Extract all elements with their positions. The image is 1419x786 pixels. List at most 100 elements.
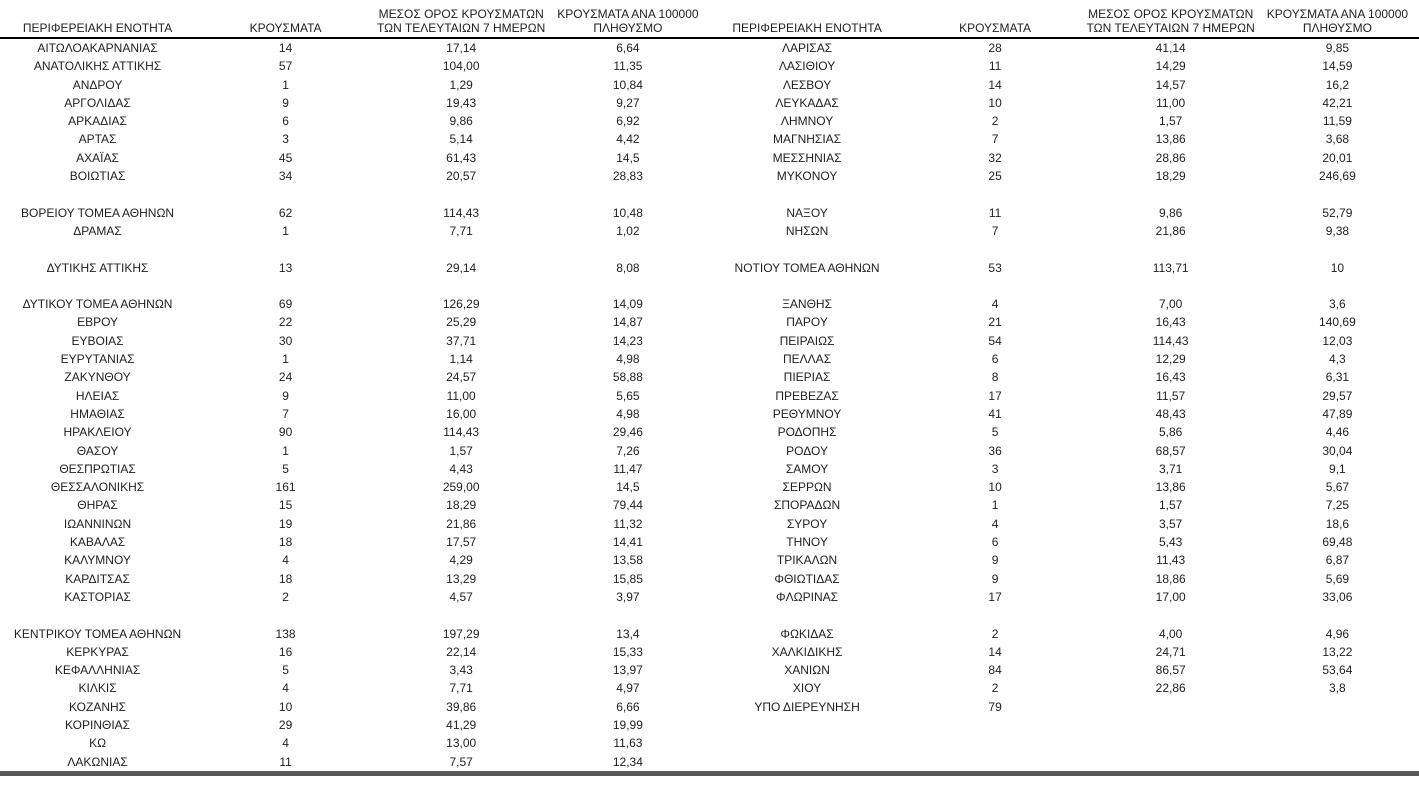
cases-cell: 41 (988, 406, 1002, 421)
region-cell (0, 277, 195, 295)
avg7-cell: 7,71 (449, 681, 473, 696)
cases-cell: 14 (988, 77, 1002, 92)
cases-cell: 9 (991, 553, 999, 568)
region-cell: ΘΗΡΑΣ (77, 498, 118, 513)
cases-cell (905, 734, 1086, 752)
avg7-cell: 3,57 (1158, 516, 1183, 531)
per100k-cell (1256, 606, 1419, 624)
per100k-cell: 10 (1330, 260, 1345, 275)
cases-cell (905, 240, 1086, 258)
avg7-cell: 18,86 (1155, 571, 1186, 586)
cases-cell: 18 (278, 571, 293, 586)
avg7-cell (1086, 185, 1256, 203)
table-row: ΜΥΚΟΝΟΥ 25 18,29 246,69 (710, 167, 1419, 185)
table-body: ΛΑΡΙΣΑΣ 28 41,14 9,85 ΛΑΣΙΘΙΟΥ 11 14,29 14,59 ΛΕ… (710, 38, 1419, 771)
region-cell: ΑΧΑΪΑΣ (76, 150, 119, 165)
region-cell: ΑΝΑΤΟΛΙΚΗΣ ΑΤΤΙΚΗΣ (33, 59, 162, 74)
avg7-cell: 25,29 (446, 315, 477, 330)
per100k-cell: 4,3 (1329, 352, 1346, 367)
per100k-cell: 33,06 (1322, 589, 1353, 604)
per100k-cell: 3,6 (1329, 297, 1346, 312)
per100k-cell: 47,89 (1322, 406, 1353, 421)
region-cell: ΔΥΤΙΚΗΣ ΑΤΤΙΚΗΣ (46, 260, 149, 275)
per100k-cell (1256, 185, 1419, 203)
region-cell: ΛΕΥΚΑΔΑΣ (775, 95, 839, 110)
cases-cell: 1 (282, 352, 289, 367)
table-row: ΑΡΓΟΛΙΔΑΣ 9 19,43 9,27 (0, 94, 710, 112)
cases-cell: 25 (988, 169, 1002, 184)
region-cell (0, 606, 195, 624)
avg7-cell: 5,43 (1158, 535, 1183, 550)
avg7-cell: 4,29 (449, 553, 473, 568)
per100k-cell: 13,4 (616, 626, 640, 641)
avg7-cell: 28,86 (1155, 150, 1186, 165)
avg7-cell: 41,29 (446, 717, 477, 732)
per100k-cell: 9,1 (1329, 461, 1346, 476)
avg7-cell: 114,43 (1152, 333, 1189, 348)
table-row: ΛΑΣΙΘΙΟΥ 11 14,29 14,59 (710, 57, 1419, 75)
cases-cell: 2 (991, 114, 999, 129)
spacer-row (0, 240, 710, 258)
table-row: ΚΑΡΔΙΤΣΑΣ 18 13,29 15,85 (0, 570, 710, 588)
table-row: ΑΙΤΩΛΟΑΚΑΡΝΑΝΙΑΣ 14 17,14 6,64 (0, 38, 710, 57)
region-cell (710, 240, 905, 258)
per100k-cell: 3,8 (1329, 681, 1346, 696)
cases-cell: 4 (282, 736, 289, 751)
avg7-cell: 61,43 (446, 150, 477, 165)
avg7-cell (1086, 240, 1256, 258)
per100k-cell: 4,96 (1325, 626, 1350, 641)
region-cell: ΙΩΑΝΝΙΝΩΝ (63, 516, 132, 531)
avg7-cell: 7,71 (449, 223, 473, 238)
table-row: ΡΕΘΥΜΝΟΥ 41 48,43 47,89 (710, 405, 1419, 423)
per100k-cell: 42,21 (1322, 95, 1353, 110)
table-row: ΦΩΚΙΔΑΣ 2 4,00 4,96 (710, 625, 1419, 643)
cases-cell: 9 (282, 388, 289, 403)
cases-table-left: ΠΕΡΙΦΕΡΕΙΑΚΗ ΕΝΟΤΗΤΑ ΚΡΟΥΣΜΑΤΑ ΜΕΣΟΣ ΟΡΟΣ … (0, 7, 710, 771)
cases-cell: 8 (991, 370, 999, 385)
table-row: ΡΟΔΟΠΗΣ 5 5,86 4,46 (710, 423, 1419, 441)
avg7-cell: 5,14 (449, 132, 473, 147)
header-row: ΠΕΡΙΦΕΡΕΙΑΚΗ ΕΝΟΤΗΤΑ ΚΡΟΥΣΜΑΤΑ ΜΕΣΟΣ ΟΡΟΣ … (709, 7, 1419, 39)
region-cell (0, 185, 195, 203)
per100k-cell: 6,92 (616, 114, 640, 129)
per100k-cell (1256, 716, 1419, 734)
cases-cell (195, 185, 376, 203)
region-cell (710, 753, 905, 771)
avg7-cell: 17,00 (1155, 589, 1186, 604)
per100k-cell: 9,85 (1325, 41, 1350, 55)
table-row: ΚΟΡΙΝΘΙΑΣ 29 41,29 19,99 (0, 716, 710, 734)
cases-cell (905, 716, 1086, 734)
cases-cell: 32 (988, 150, 1002, 165)
cases-cell: 79 (988, 699, 1002, 714)
per100k-cell: 13,22 (1322, 644, 1353, 659)
per100k-cell: 14,09 (612, 297, 643, 312)
region-cell: ΑΡΤΑΣ (78, 132, 117, 147)
region-cell: ΚΟΡΙΝΘΙΑΣ (65, 717, 131, 732)
cases-cell: 2 (991, 626, 999, 641)
cases-cell: 22 (278, 315, 293, 330)
cases-cell: 7 (991, 132, 999, 147)
avg7-cell: 41,14 (1155, 41, 1186, 55)
avg7-cell: 113,71 (1152, 260, 1189, 275)
avg7-cell: 24,57 (446, 370, 477, 385)
per100k-cell: 7,25 (1325, 498, 1350, 513)
spacer-row (710, 734, 1419, 752)
cases-cell: 1 (282, 77, 289, 92)
region-cell: ΛΑΣΙΘΙΟΥ (778, 59, 836, 74)
table-row: ΝΟΤΙΟΥ ΤΟΜΕΑ ΑΘΗΝΩΝ 53 113,71 10 (710, 259, 1419, 277)
cases-cell: 62 (278, 205, 293, 220)
avg7-cell: 11,00 (1156, 95, 1186, 110)
cases-cell: 6 (991, 535, 999, 550)
table-row: ΡΟΔΟΥ 36 68,57 30,04 (710, 442, 1419, 460)
table-row: ΣΥΡΟΥ 4 3,57 18,6 (710, 515, 1419, 533)
region-cell (710, 185, 905, 203)
region-cell: ΚΑΒΑΛΑΣ (69, 535, 126, 550)
avg7-cell: 4,43 (449, 461, 473, 476)
per100k-cell: 28,83 (612, 169, 643, 184)
per100k-cell: 30,04 (1322, 443, 1353, 458)
table-row: ΑΧΑΪΑΣ 45 61,43 14,5 (0, 149, 710, 167)
per100k-cell: 16,2 (1325, 77, 1350, 92)
cases-cell: 3 (991, 461, 999, 476)
per100k-cell (546, 606, 709, 624)
